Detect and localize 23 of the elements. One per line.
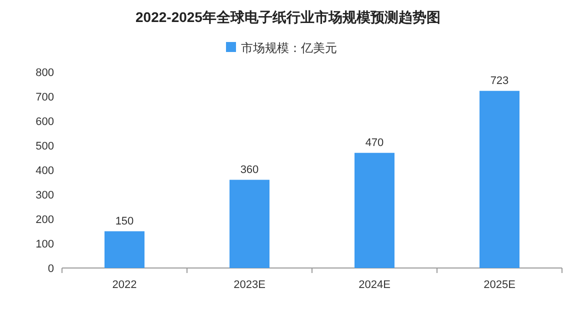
x-tick-label: 2024E: [358, 279, 390, 291]
y-tick-label: 300: [36, 190, 54, 202]
y-tick-label: 0: [48, 263, 54, 275]
legend-label: 市场规模：亿美元: [241, 41, 337, 55]
y-tick-label: 200: [36, 214, 54, 226]
y-tick-label: 700: [36, 92, 54, 104]
bar: [480, 90, 520, 268]
chart-title: 2022-2025年全球电子纸行业市场规模预测趋势图: [136, 9, 440, 25]
y-tick-label: 800: [36, 67, 54, 79]
y-tick-label: 600: [36, 116, 54, 128]
data-label: 360: [240, 164, 259, 176]
data-label: 150: [115, 215, 134, 228]
y-tick-label: 400: [36, 165, 54, 177]
x-tick-label: 2022: [112, 279, 137, 291]
x-tick-label: 2025E: [484, 279, 516, 291]
bar: [354, 152, 394, 268]
x-tick-label: 2023E: [234, 279, 266, 291]
y-tick-label: 100: [36, 238, 54, 250]
bar: [104, 231, 144, 268]
bar: [230, 180, 270, 268]
data-label: 470: [365, 136, 384, 149]
y-tick-label: 500: [36, 140, 54, 152]
data-label: 723: [490, 74, 509, 87]
